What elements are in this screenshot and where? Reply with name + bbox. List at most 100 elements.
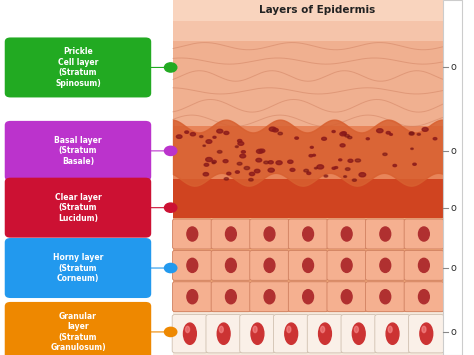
Ellipse shape	[319, 323, 331, 344]
Ellipse shape	[187, 258, 198, 272]
FancyBboxPatch shape	[250, 282, 289, 312]
Ellipse shape	[256, 149, 263, 153]
Ellipse shape	[383, 153, 387, 155]
Ellipse shape	[422, 326, 426, 333]
Ellipse shape	[227, 172, 231, 175]
Ellipse shape	[411, 148, 413, 149]
Circle shape	[164, 203, 177, 212]
Ellipse shape	[355, 326, 358, 333]
Ellipse shape	[259, 149, 265, 153]
Ellipse shape	[212, 160, 216, 163]
Bar	[443, 0, 462, 355]
Text: o: o	[451, 62, 456, 72]
Ellipse shape	[264, 258, 275, 272]
Ellipse shape	[348, 159, 353, 162]
Ellipse shape	[251, 323, 264, 344]
Ellipse shape	[238, 142, 244, 145]
Ellipse shape	[303, 227, 313, 241]
FancyBboxPatch shape	[327, 250, 366, 280]
Ellipse shape	[240, 154, 246, 158]
Ellipse shape	[309, 154, 313, 157]
Ellipse shape	[393, 164, 397, 166]
Ellipse shape	[212, 162, 215, 164]
Ellipse shape	[264, 290, 275, 304]
Ellipse shape	[335, 166, 337, 169]
Ellipse shape	[380, 290, 391, 304]
Bar	[173, 0, 443, 21]
Ellipse shape	[224, 178, 228, 180]
Ellipse shape	[290, 168, 295, 171]
Ellipse shape	[264, 161, 268, 164]
FancyBboxPatch shape	[409, 315, 444, 353]
Bar	[173, 312, 443, 355]
Ellipse shape	[314, 167, 317, 169]
Ellipse shape	[419, 258, 429, 272]
FancyBboxPatch shape	[404, 250, 444, 280]
FancyBboxPatch shape	[5, 178, 151, 238]
Ellipse shape	[420, 323, 433, 344]
Ellipse shape	[410, 132, 414, 135]
Ellipse shape	[366, 138, 369, 140]
Ellipse shape	[332, 131, 335, 132]
Ellipse shape	[386, 131, 390, 134]
Bar	[173, 179, 443, 218]
FancyBboxPatch shape	[327, 219, 366, 249]
Ellipse shape	[183, 323, 196, 344]
Ellipse shape	[348, 136, 352, 139]
Bar	[173, 0, 443, 41]
Text: Prickle
Cell layer
(Stratum
Spinosum): Prickle Cell layer (Stratum Spinosum)	[55, 47, 101, 88]
Ellipse shape	[204, 163, 209, 166]
Ellipse shape	[213, 136, 216, 138]
Ellipse shape	[244, 166, 250, 170]
Ellipse shape	[237, 140, 242, 142]
FancyBboxPatch shape	[404, 219, 444, 249]
FancyBboxPatch shape	[404, 282, 444, 312]
Ellipse shape	[253, 326, 257, 333]
FancyBboxPatch shape	[365, 282, 405, 312]
Ellipse shape	[264, 227, 275, 241]
Ellipse shape	[226, 227, 237, 241]
FancyBboxPatch shape	[288, 219, 328, 249]
FancyBboxPatch shape	[173, 219, 212, 249]
Ellipse shape	[345, 135, 349, 137]
FancyBboxPatch shape	[206, 315, 241, 353]
Ellipse shape	[219, 326, 223, 333]
Ellipse shape	[217, 129, 223, 133]
FancyBboxPatch shape	[173, 250, 212, 280]
FancyBboxPatch shape	[288, 250, 328, 280]
Ellipse shape	[200, 136, 203, 138]
Ellipse shape	[312, 154, 316, 156]
FancyBboxPatch shape	[172, 315, 208, 353]
Circle shape	[164, 146, 177, 155]
Ellipse shape	[249, 179, 253, 181]
Ellipse shape	[226, 290, 237, 304]
Ellipse shape	[287, 326, 291, 333]
FancyBboxPatch shape	[5, 238, 151, 298]
Ellipse shape	[235, 146, 238, 148]
Ellipse shape	[341, 258, 352, 272]
Ellipse shape	[359, 173, 366, 177]
FancyBboxPatch shape	[327, 282, 366, 312]
Ellipse shape	[273, 129, 278, 132]
Ellipse shape	[236, 171, 239, 173]
FancyBboxPatch shape	[211, 282, 251, 312]
Ellipse shape	[344, 176, 346, 178]
Ellipse shape	[340, 132, 346, 136]
Ellipse shape	[237, 162, 242, 165]
Ellipse shape	[322, 137, 327, 140]
Ellipse shape	[417, 133, 420, 135]
FancyBboxPatch shape	[250, 219, 289, 249]
Ellipse shape	[341, 290, 352, 304]
Bar	[173, 218, 443, 312]
Text: Granular
layer
(Stratum
Granulosum): Granular layer (Stratum Granulosum)	[50, 312, 106, 352]
Circle shape	[164, 263, 177, 273]
Ellipse shape	[324, 175, 328, 177]
FancyBboxPatch shape	[250, 250, 289, 280]
Ellipse shape	[226, 258, 237, 272]
Text: o: o	[451, 263, 456, 273]
Bar	[173, 41, 443, 126]
Ellipse shape	[203, 173, 209, 176]
Ellipse shape	[241, 151, 246, 153]
Ellipse shape	[307, 172, 311, 175]
Text: Layers of Epidermis: Layers of Epidermis	[259, 5, 376, 15]
